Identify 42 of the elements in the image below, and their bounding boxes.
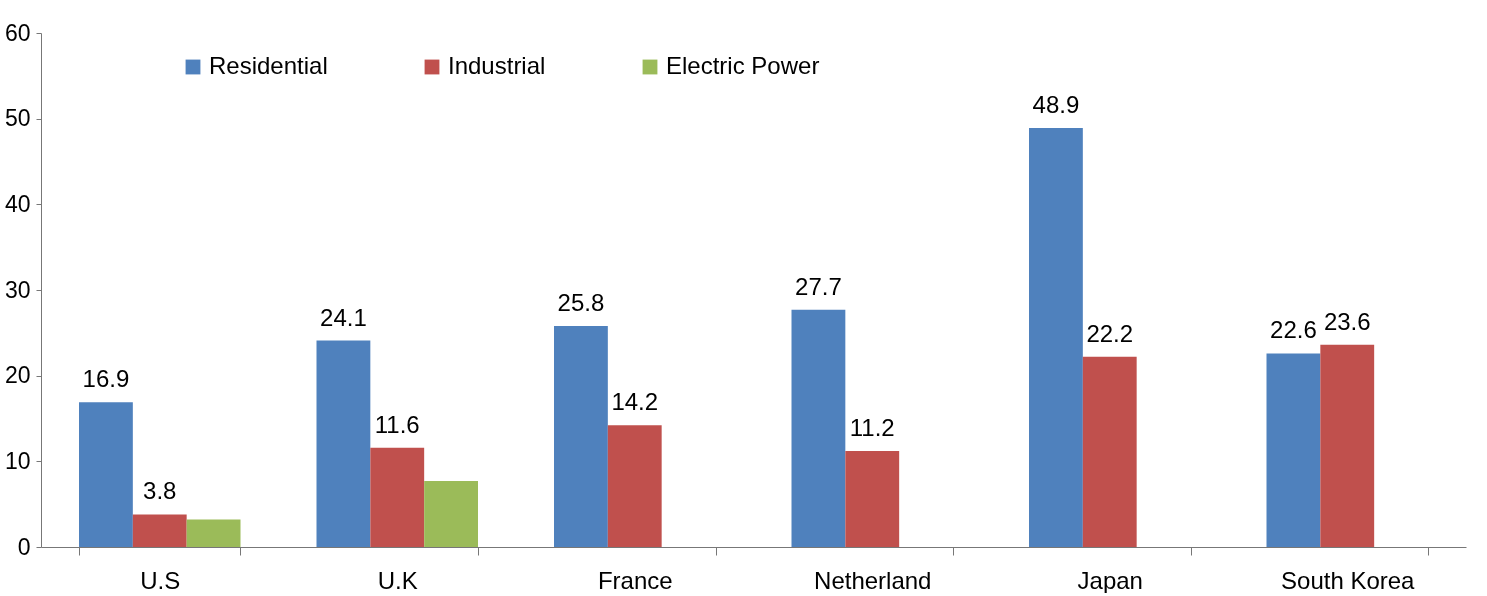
y-tick-label: 10	[4, 447, 31, 474]
bar	[79, 402, 133, 547]
y-tick-label: 30	[4, 276, 31, 303]
data-label: 22.2	[1086, 319, 1134, 347]
bar	[424, 481, 478, 547]
x-tick-label: France	[597, 566, 673, 594]
legend-label: Residential	[209, 52, 328, 79]
bar	[554, 325, 608, 547]
y-tick-label: 60	[4, 19, 31, 46]
legend-label: Industrial	[448, 52, 546, 79]
legend-label: Electric Power	[666, 52, 820, 79]
data-label: 24.1	[320, 303, 367, 331]
y-tick-label: 50	[4, 105, 31, 132]
bar	[316, 340, 371, 547]
y-tick-label: 20	[4, 362, 31, 389]
data-label: 14.2	[611, 388, 659, 416]
y-tick-label: 0	[17, 533, 31, 560]
bar	[1082, 356, 1137, 547]
data-label: 27.7	[795, 272, 842, 300]
data-label: 16.9	[82, 365, 130, 393]
bar	[1029, 128, 1083, 547]
bar	[370, 447, 425, 547]
x-tick-label: Japan	[1077, 566, 1143, 594]
bar	[1320, 344, 1375, 547]
data-label: 3.8	[143, 477, 177, 505]
data-label: 48.9	[1032, 91, 1080, 119]
bar	[132, 514, 187, 547]
x-tick-label: South Korea	[1281, 566, 1416, 594]
bar	[607, 425, 662, 547]
bar	[1266, 353, 1321, 547]
x-tick-label: U.S	[140, 566, 181, 594]
bar	[845, 451, 900, 547]
x-tick-label: U.K	[377, 566, 418, 594]
bar	[186, 519, 241, 547]
bar	[791, 309, 846, 547]
data-label: 11.6	[374, 410, 420, 438]
y-tick-label: 40	[4, 190, 31, 217]
data-label: 25.8	[557, 288, 605, 316]
data-label: 23.6	[1323, 307, 1371, 335]
data-label: 22.6	[1270, 316, 1317, 344]
data-label: 11.2	[849, 414, 895, 442]
x-tick-label: Netherland	[814, 566, 932, 594]
